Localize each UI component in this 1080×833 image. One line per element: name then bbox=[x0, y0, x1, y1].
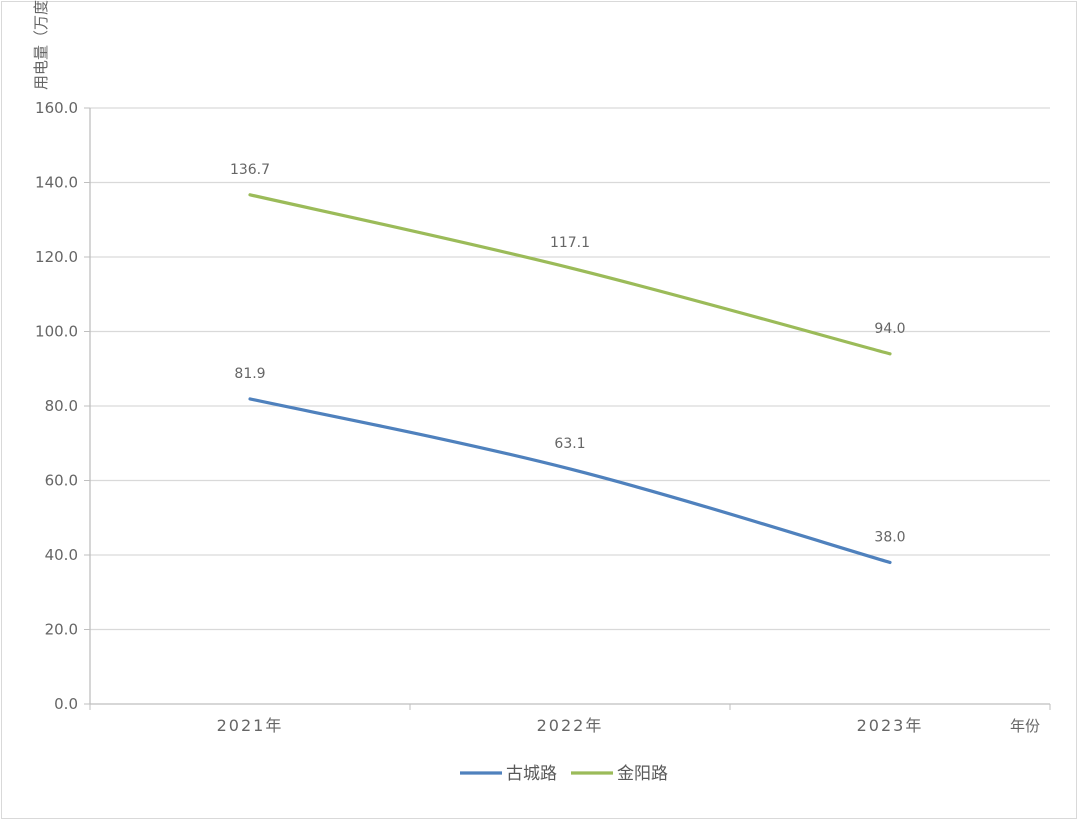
legend-label: 古城路 bbox=[506, 764, 557, 784]
gridlines bbox=[90, 107, 1050, 631]
data-label: 81.9 bbox=[234, 366, 265, 382]
data-label: 63.1 bbox=[554, 436, 585, 452]
series-line bbox=[248, 397, 892, 565]
x-axis: 2021年 2022年 2023年 bbox=[89, 703, 1051, 735]
data-label: 38.0 bbox=[874, 529, 905, 545]
y-tick-label: 100.0 bbox=[35, 323, 78, 341]
data-label: 117.1 bbox=[550, 235, 590, 251]
y-tick-label: 80.0 bbox=[45, 397, 78, 415]
y-tick-label: 40.0 bbox=[45, 546, 78, 564]
y-tick-label: 60.0 bbox=[45, 472, 78, 490]
series-line bbox=[248, 193, 892, 356]
y-tick-label: 160.0 bbox=[35, 99, 78, 117]
x-tick-label: 2023年 bbox=[857, 716, 924, 735]
legend-label: 金阳路 bbox=[617, 764, 668, 784]
chart-frame bbox=[1, 1, 1077, 819]
x-axis-title: 年份 bbox=[1010, 717, 1040, 735]
y-tick-label: 120.0 bbox=[35, 248, 78, 266]
y-axis-title: 用电量（万度） bbox=[32, 0, 50, 90]
y-axis: 0.0 20.0 40.0 60.0 80.0 100.0 120.0 140.0 160.0 bbox=[35, 99, 91, 713]
data-label: 136.7 bbox=[230, 162, 270, 178]
y-tick-label: 140.0 bbox=[35, 174, 78, 192]
y-tick-label: 0.0 bbox=[54, 695, 78, 713]
data-labels: 81.9 63.1 38.0 136.7 117.1 94.0 bbox=[230, 162, 906, 546]
x-tick-label: 2021年 bbox=[217, 716, 284, 735]
data-label: 94.0 bbox=[874, 321, 905, 337]
series-lines bbox=[248, 193, 892, 565]
x-tick-label: 2022年 bbox=[537, 716, 604, 735]
legend: 古城路 金阳路 bbox=[460, 764, 668, 784]
y-tick-label: 20.0 bbox=[45, 621, 78, 639]
